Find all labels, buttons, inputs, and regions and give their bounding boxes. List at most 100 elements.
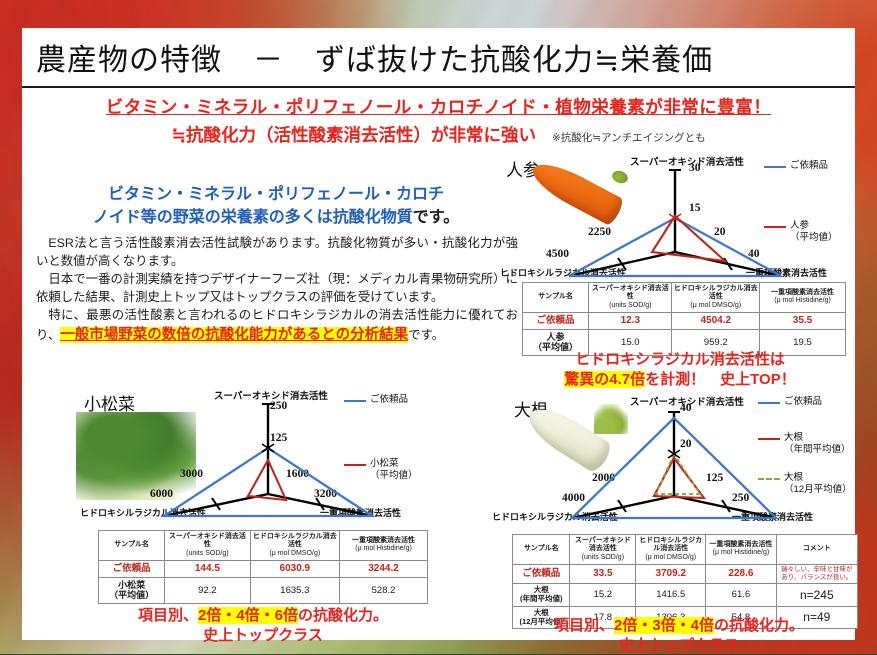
th-comment: コメント: [776, 535, 857, 565]
legend-swatch-blue-icon: [344, 400, 366, 402]
cell-value: 61.6: [706, 584, 776, 607]
blue-lead-line-2: ノイド等の野菜の栄養素の多くは抗酸化物質: [93, 209, 413, 226]
cell-value: 33.5: [570, 564, 636, 583]
paragraph-2: 日本で一番の計測実績を持つデザイナーフーズ社（現：メディカル青果物研究所）に依頼…: [36, 271, 518, 307]
legend-label-request: ご依頼品: [370, 394, 408, 406]
th-sod-title: スーパーオキシド消去活性: [592, 285, 669, 300]
legend-label-average-komatsuna: 小松菜（平均値）: [370, 458, 418, 482]
th-hr-unit: (μ mol DMSO/g): [645, 554, 696, 561]
legend-item-december-daikon: 大根（12月平均値）: [758, 472, 852, 496]
legend-swatch-blue-icon: [764, 166, 786, 168]
data-table-komatsuna: サンプル名 スーパーオキシド消去活性(units SOD/g) ヒドロキシルラジ…: [98, 530, 428, 604]
th-so-title: 一重項酸素消去活性: [352, 537, 415, 544]
legend-swatch-green-dashed-icon: [758, 478, 780, 480]
legend-label-annual-daikon: 大根（年間平均値）: [784, 432, 851, 456]
headline-note: ※抗酸化≒アンチエイジングとも: [552, 130, 706, 145]
cell-value: 144.5: [165, 560, 250, 577]
th-so-unit: (μ mol Histidine/g): [355, 545, 412, 552]
data-table-carrot: サンプル名 スーパーオキシド消去活性 (units SOD/g) ヒドロキシルラジ…: [522, 282, 846, 356]
chart-card-daikon: 大根 スーパーオキシド消去活性 ヒドロキシルラジカル消去活性 一重項酸素消去活性…: [490, 394, 860, 644]
conclusion-carrot-line2: 驚異の4.7倍を計測！ 史上TOP！: [510, 370, 850, 390]
legend-label-request: ご依頼品: [790, 160, 828, 172]
th-so-unit: (μ mol Histidine/g): [713, 549, 770, 556]
slide-panel: 農産物の特徴 － ずば抜けた抗酸化力≒栄養価 ビタミン・ミネラル・ポリフェノール…: [22, 28, 855, 640]
th-sample: サンプル名: [523, 283, 589, 313]
conclusion-daikon: 項目別、2倍・3倍・4倍の抗酸化力。 史上トップクラス: [496, 616, 862, 655]
headline-block: ビタミン・ミネラル・ポリフェノール・カロチノイド・植物栄養素が非常に豊富！ ≒抗…: [22, 88, 855, 147]
legend-item-request-carrot: ご依頼品: [764, 160, 838, 172]
conclusion-daikon-line1: 項目別、2倍・3倍・4倍の抗酸化力。: [496, 616, 862, 636]
th-sod-title: スーパーオキシド消去活性: [169, 533, 246, 548]
th-hr-unit: (μ mol DMSO/g): [690, 302, 741, 309]
th-sod-title: スーパーオキシド消去活性: [575, 537, 631, 552]
radar-plot-daikon: [558, 404, 788, 530]
legend-item-request-daikon: ご依頼品: [758, 396, 852, 408]
conclusion-daikon-post: の抗酸化力。: [714, 617, 804, 634]
table-header-row: サンプル名 スーパーオキシド消去活性(units SOD/g) ヒドロキシルラジ…: [99, 531, 428, 561]
blue-lead-tail: です。: [413, 209, 459, 226]
cell-row-name: ご依頼品: [99, 560, 165, 577]
legend-swatch-red-icon: [758, 438, 780, 440]
th-hr-title: ヒドロキシルラジカル消去活性: [253, 533, 337, 548]
th-sod: スーパーオキシド消去活性(units SOD/g): [165, 531, 250, 561]
conclusion-daikon-pre: 項目別、: [554, 617, 614, 634]
table-header-row: サンプル名 スーパーオキシド消去活性(units SOD/g) ヒドロキシルラジ…: [513, 535, 858, 565]
th-sod-unit: (units SOD/g): [609, 302, 651, 309]
cell-row-name: ご依頼品: [513, 564, 570, 583]
paragraph-1: ESR法と言う活性酸素消去活性試験があります。抗酸化物質が多い・抗酸化力が強いと…: [36, 235, 518, 271]
conclusion-komatsuna-line2: 史上トップクラス: [80, 626, 446, 646]
body-text-column: ビタミン・ミネラル・ポリフェノール・カロチ ノイド等の野菜の栄養素の多くは抗酸化…: [30, 184, 522, 347]
cell-row-name: 大根(年間平均値): [513, 584, 570, 607]
cell-value: 3709.2: [636, 564, 706, 583]
conclusion-carrot-line1: ヒドロキシラジカル消去活性は: [510, 350, 850, 370]
th-so: 一重項酸素消去活性(μ mol Histidine/g): [760, 283, 846, 313]
legend-item-average-komatsuna: 小松菜（平均値）: [344, 458, 418, 482]
headline-line-2: ≒抗酸化力（活性酸素消去活性）が非常に強い: [171, 122, 536, 147]
paragraph-3-post: です。: [408, 328, 444, 342]
cell-value: 92.2: [165, 577, 250, 603]
blue-lead-text: ビタミン・ミネラル・ポリフェノール・カロチ ノイド等の野菜の栄養素の多くは抗酸化…: [30, 184, 522, 229]
chart-card-komatsuna: 小松菜 スーパーオキシド消去活性 ヒドロキシルラジカル消去活性 一重項酸素消去活…: [62, 384, 462, 634]
legend-item-annual-daikon: 大根（年間平均値）: [758, 432, 852, 456]
th-hr-title: ヒドロキシルラジカル消去活性: [639, 537, 702, 552]
th-sod: スーパーオキシド消去活性 (units SOD/g): [589, 283, 672, 313]
cell-value: 1635.3: [250, 577, 340, 603]
table-header-row: サンプル名 スーパーオキシド消去活性 (units SOD/g) ヒドロキシルラジ…: [523, 283, 846, 313]
paragraph-3: 特に、最悪の活性酸素と言われるのヒドロキシラジカルの消去活性能力に優れており、一…: [36, 307, 518, 347]
th-sample: サンプル名: [99, 531, 165, 561]
body-paragraphs: ESR法と言う活性酸素消去活性試験があります。抗酸化物質が多い・抗酸化力が強いと…: [30, 235, 522, 347]
conclusion-komatsuna: 項目別、2倍・4倍・6倍の抗酸化力。 史上トップクラス: [80, 606, 446, 645]
table-row: 大根(年間平均値) 15.2 1416.5 61.6 n=245: [513, 584, 858, 607]
conclusion-carrot-post: を計測！ 史上TOP！: [645, 371, 796, 388]
cell-value: 6030.9: [250, 560, 340, 577]
table-row: ご依頼品 144.5 6030.9 3244.2: [99, 560, 428, 577]
th-sod-unit: (units SOD/g): [582, 554, 624, 561]
conclusion-komatsuna-post: の抗酸化力。: [298, 607, 388, 624]
cell-row-name: 小松菜（平均値）: [99, 577, 165, 603]
legend-label-average-carrot: 人参（平均値）: [790, 220, 838, 244]
cell-comment: 瑞々しい、辛味と甘味があり、バランスが良い。: [776, 564, 857, 583]
th-hr: ヒドロキシルラジカル消去活性(μ mol DMSO/g): [672, 283, 760, 313]
legend-swatch-blue-icon: [758, 402, 780, 404]
headline-line-1: ビタミン・ミネラル・ポリフェノール・カロチノイド・植物栄養素が非常に豊富！: [22, 94, 855, 119]
conclusion-komatsuna-line1: 項目別、2倍・4倍・6倍の抗酸化力。: [80, 606, 446, 626]
table-row: ご依頼品 12.3 4504.2 35.5: [523, 312, 846, 329]
chart-card-carrot: 人参 スーパーオキシド消去活性 ヒドロキシルラジカル消去活性 一重項酸素消去活性…: [502, 154, 852, 394]
page-title: 農産物の特徴 － ずば抜けた抗酸化力≒栄養価: [22, 35, 713, 79]
legend-swatch-red-icon: [344, 464, 366, 466]
th-sod: スーパーオキシド消去活性 (units SOD/g): [570, 535, 636, 565]
conclusion-carrot-mark: 驚異の4.7倍: [564, 371, 645, 388]
legend-carrot: ご依頼品 人参（平均値）: [764, 160, 838, 255]
cell-value: 15.2: [570, 584, 636, 607]
blue-lead-line-1: ビタミン・ミネラル・ポリフェノール・カロチ: [108, 186, 444, 203]
legend-item-request-komatsuna: ご依頼品: [344, 394, 418, 406]
slide-title-bar: 農産物の特徴 － ずば抜けた抗酸化力≒栄養価: [22, 28, 855, 88]
radar-plot-carrot: [557, 164, 787, 289]
legend-daikon: ご依頼品 大根（年間平均値） 大根（12月平均値）: [758, 396, 852, 506]
th-so-title: 一重項酸素消去活性: [771, 289, 834, 296]
conclusion-komatsuna-pre: 項目別、: [138, 607, 198, 624]
th-so-unit: (μ mol Histidine/g): [774, 297, 831, 304]
th-so: 一重項酸素消去活性(μ mol Histidine/g): [706, 535, 776, 565]
conclusion-daikon-line2: 史上トップクラス: [496, 636, 862, 655]
legend-label-request: ご依頼品: [784, 396, 822, 408]
